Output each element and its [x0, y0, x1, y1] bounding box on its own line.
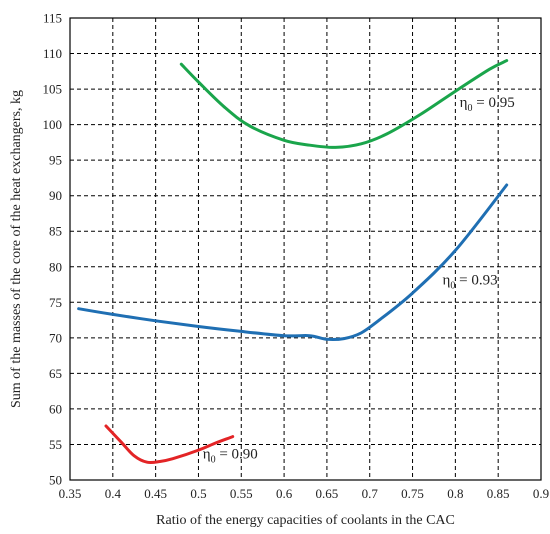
y-tick-label: 75 [49, 295, 62, 310]
x-tick-label: 0.6 [276, 486, 293, 501]
y-tick-label: 80 [49, 259, 62, 274]
series-annotation-1: η0 = 0.93 [443, 273, 498, 292]
plot-area [69, 17, 542, 481]
x-tick-label: 0.9 [533, 486, 549, 501]
x-tick-label: 0.5 [190, 486, 206, 501]
y-tick-label: 90 [49, 188, 62, 203]
x-tick-label: 0.85 [487, 486, 510, 501]
series-line-0 [179, 59, 509, 149]
series-annotation-0: η0 = 0.95 [460, 95, 515, 114]
y-tick-label: 100 [43, 117, 63, 132]
x-tick-label: 0.45 [144, 486, 167, 501]
x-tick-label: 0.8 [447, 486, 463, 501]
grid-lines [70, 18, 541, 480]
series-line-1 [77, 183, 509, 342]
series-annotations: η0 = 0.95 η0 = 0.93 η0 = 0.90 [203, 95, 515, 466]
y-tick-label: 95 [49, 153, 62, 168]
y-tick-label: 105 [43, 82, 63, 97]
y-axis-tick-labels: 50 55 60 65 70 75 80 85 90 95 100 105 110 115 [43, 11, 63, 488]
y-tick-label: 60 [49, 401, 62, 416]
x-tick-label: 0.55 [230, 486, 253, 501]
y-tick-label: 110 [43, 46, 62, 61]
x-tick-label: 0.65 [316, 486, 339, 501]
y-axis-title: Sum of the masses of the core of the hea… [9, 90, 24, 408]
x-axis-tick-labels: 0.35 0.4 0.45 0.5 0.55 0.6 0.65 0.7 0.75 0.8 0.85 0… [59, 486, 550, 501]
x-tick-label: 0.75 [401, 486, 424, 501]
y-tick-label: 70 [49, 330, 62, 345]
y-tick-label: 65 [49, 366, 62, 381]
x-tick-label: 0.4 [105, 486, 122, 501]
series-layer [77, 59, 509, 465]
y-tick-label: 115 [43, 11, 62, 26]
x-tick-label: 0.35 [59, 486, 82, 501]
y-tick-label: 85 [49, 224, 62, 239]
x-tick-label: 0.7 [362, 486, 379, 501]
y-tick-label: 50 [49, 473, 62, 488]
y-tick-label: 55 [49, 437, 62, 452]
series-annotation-2: η0 = 0.90 [203, 447, 258, 466]
series-line-2 [104, 424, 235, 465]
x-axis-title: Ratio of the energy capacities of coolan… [156, 513, 455, 528]
